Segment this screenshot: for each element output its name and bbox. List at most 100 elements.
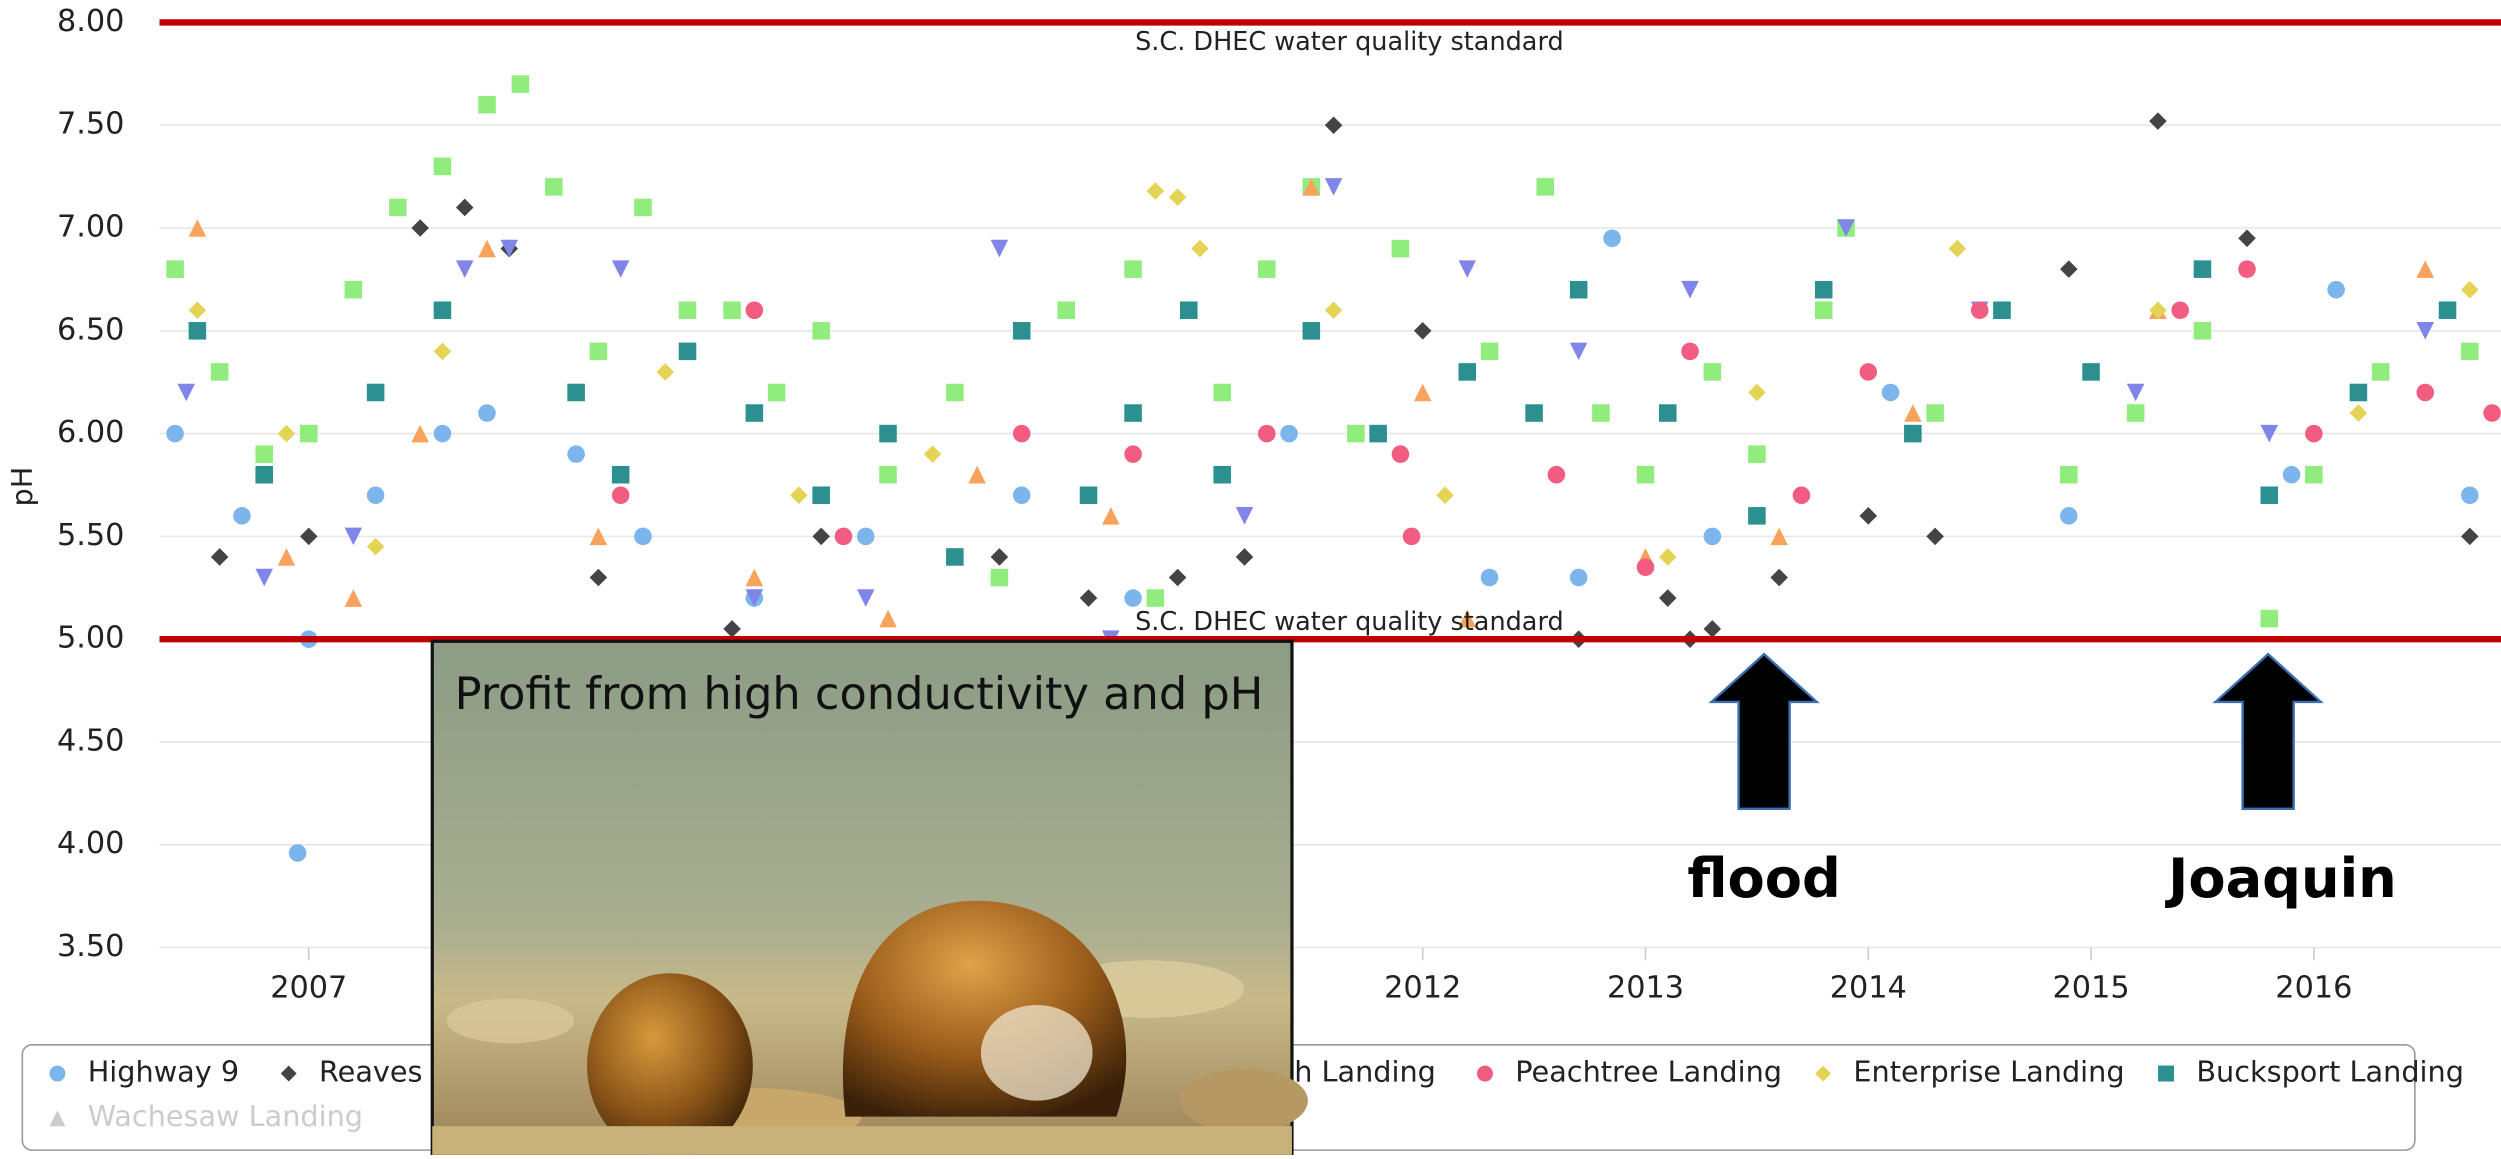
point [612,260,630,278]
point [1536,178,1554,196]
point [946,548,964,566]
point [612,466,630,484]
point [512,75,530,93]
point [367,538,385,556]
point [1659,548,1677,566]
point [1882,384,1900,402]
y-tick-label: 5.00 [57,621,124,656]
point [946,384,964,402]
x-tick-label: 2013 [1607,971,1684,1006]
point [1013,486,1031,504]
point [2082,363,2100,381]
point [1681,343,1699,361]
point [300,425,318,443]
y-tick-label: 7.00 [57,210,124,245]
point [233,507,251,525]
point [857,589,875,607]
point [2060,466,2078,484]
point [2439,301,2457,319]
point [211,363,229,381]
point [2283,466,2301,484]
point [1180,301,1198,319]
x-tick-label: 2016 [2275,971,2352,1006]
sand [432,1126,1292,1155]
plot-line-label: S.C. DHEC water quality standard [1135,27,1564,57]
point [679,301,697,319]
series [189,178,2434,627]
point [746,404,764,422]
arrow [1711,654,1816,809]
point [746,301,764,319]
point [1080,486,1098,504]
point [857,528,875,546]
point [1325,301,1343,319]
point [1147,589,1165,607]
point [1481,569,1499,587]
point [1659,589,1677,607]
point [166,260,184,278]
point [1258,425,1276,443]
point [768,384,786,402]
point [478,404,496,422]
point [278,548,296,566]
x-tick-label: 2007 [270,971,347,1006]
point [1169,569,1187,587]
point [1748,445,1766,463]
point [456,260,474,278]
point [2305,466,2323,484]
point [1057,301,1075,319]
point [1213,466,1231,484]
point [1971,301,1989,319]
point [166,425,184,443]
point [2461,528,2479,546]
point [590,343,608,361]
legend-label[interactable]: Bucksport Landing [2196,1055,2464,1089]
pebble [447,999,575,1044]
point [434,343,452,361]
y-axis-title: pH [5,467,39,507]
point [2060,260,2078,278]
legend-label[interactable]: Peachtree Landing [1515,1055,1782,1089]
point [790,486,808,504]
point [679,343,697,361]
point [2461,343,2479,361]
point [2350,384,2368,402]
point [255,569,273,587]
point [1013,425,1031,443]
point [812,322,830,340]
point [478,240,496,258]
point [1793,486,1811,504]
point [1347,425,1365,443]
point [991,569,1009,587]
y-tick-label: 6.50 [57,312,124,347]
point [1926,404,1944,422]
point [2060,507,2078,525]
point [1904,404,1922,422]
legend-label[interactable]: Enterprise Landing [1853,1055,2124,1089]
point [1280,425,1298,443]
point [189,301,207,319]
point [590,569,608,587]
point [2238,260,2256,278]
point [1124,445,1142,463]
point [2261,610,2279,628]
point [255,445,273,463]
point [367,486,385,504]
point [1325,178,1343,196]
point [2171,301,2189,319]
point [1548,466,1566,484]
point [1369,425,1387,443]
point [1592,404,1610,422]
point [812,528,830,546]
y-tick-label: 4.50 [57,723,124,758]
point [2461,486,2479,504]
legend-label[interactable]: Highway 9 [88,1055,239,1089]
point [2416,384,2434,402]
point [1904,425,1922,443]
legend-label[interactable]: Wachesaw Landing [88,1099,363,1133]
point [434,301,452,319]
point [1258,260,1276,278]
point [2372,363,2390,381]
point [1860,507,1878,525]
point [434,158,452,176]
